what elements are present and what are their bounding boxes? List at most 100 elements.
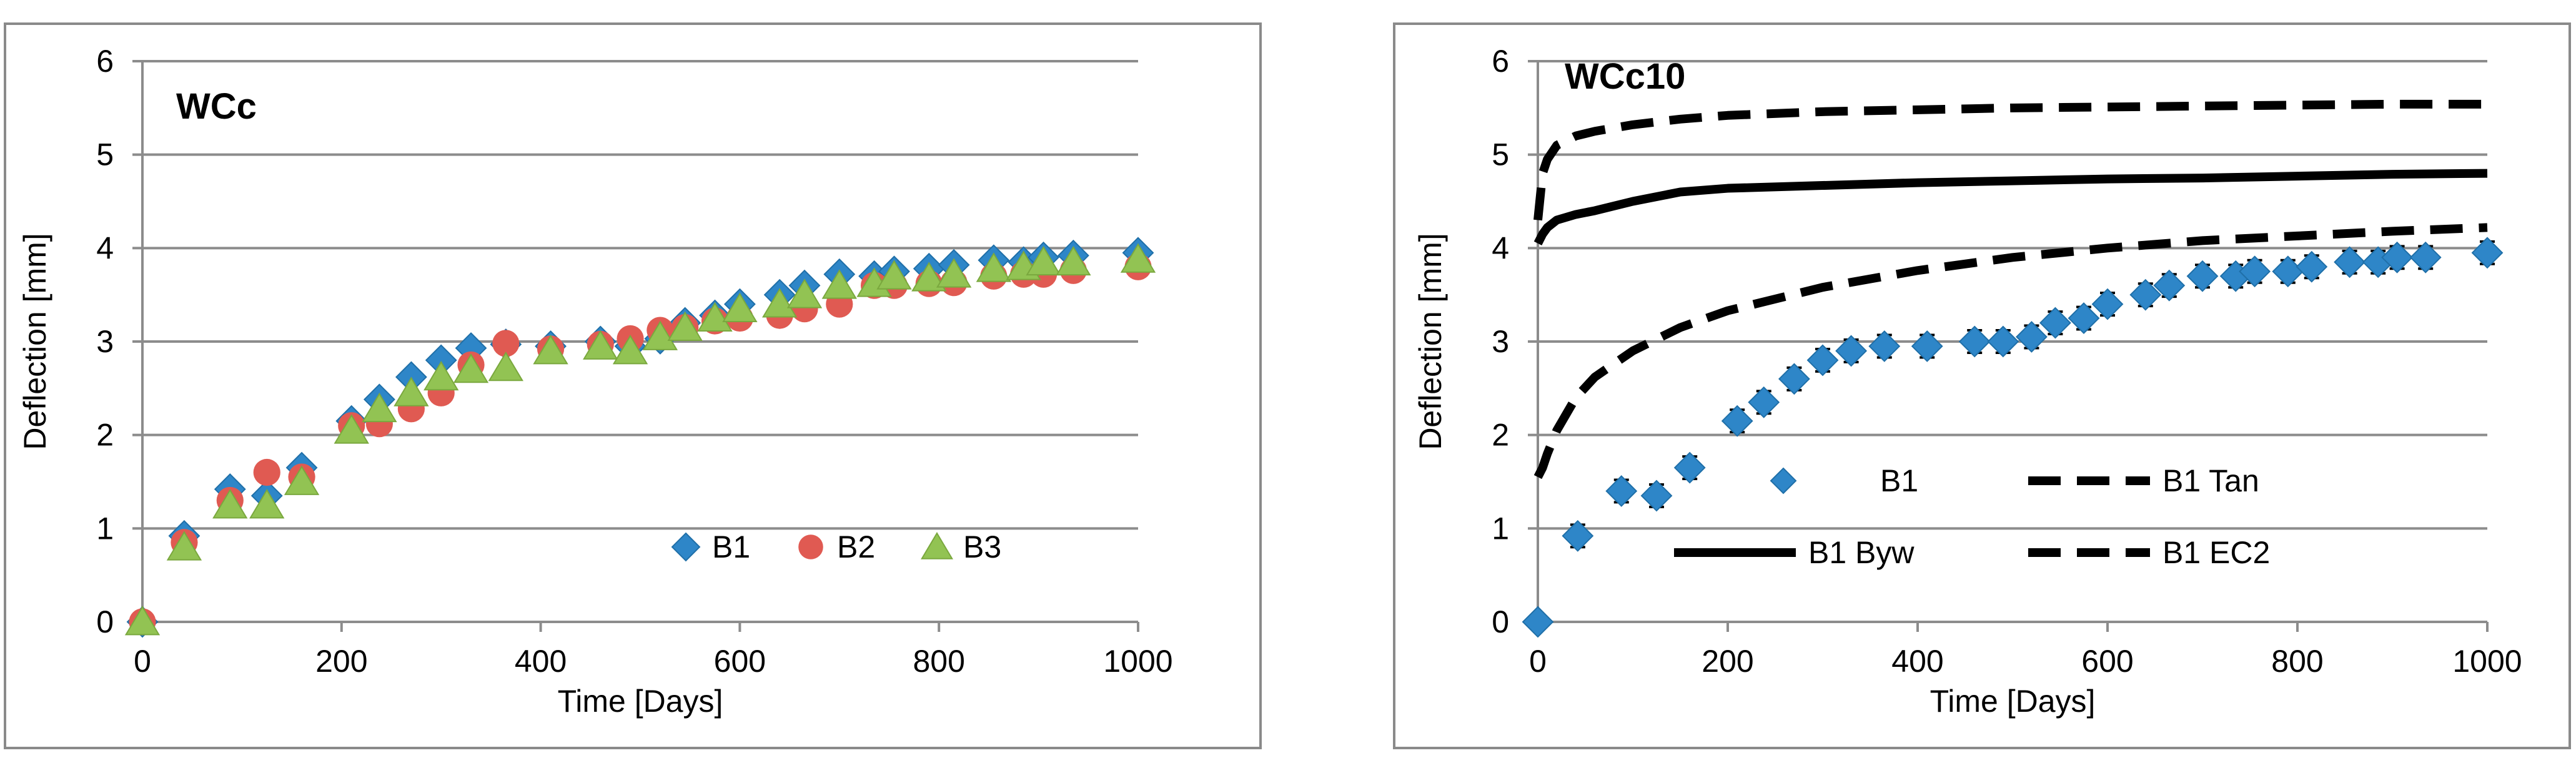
y-axis-label: Deflection [mm] [1413,233,1448,450]
data-point-b3 [786,278,823,308]
x-tick-label: 800 [2271,644,2323,679]
x-tick-label: 0 [134,644,151,679]
x-axis-label: Time [Days] [1930,684,2096,719]
data-point-b3 [1120,243,1156,273]
right-chart-frame [1393,22,2571,749]
data-point-b1 [1673,451,1706,484]
legend-label-b1: B1 [712,529,750,564]
x-tick-label: 400 [1891,644,1943,679]
data-point-b3 [1026,245,1061,276]
legend-label-b1-tan: B1 Tan [2162,463,2259,498]
data-point-b3 [697,302,733,332]
y-tick-label: 2 [96,418,114,453]
x-tick-label: 200 [315,644,367,679]
data-point-b1 [1835,335,1868,367]
data-point-b1 [2015,321,2048,353]
data-point-b1 [1640,480,1673,512]
data-point-b1 [2068,302,2100,334]
data-point-b1 [2296,250,2328,283]
data-point-b2 [253,458,280,486]
data-point-b1 [1987,325,2019,358]
legend-label-b1-ec2: B1 EC2 [2162,535,2270,570]
series-line-b1-ec2 [1533,223,2488,480]
data-point-b3 [533,335,568,365]
data-point-b3 [1056,245,1091,276]
legend-marker-b1 [671,532,701,562]
legend-marker-b3 [921,532,953,559]
data-point-b1 [2471,237,2504,269]
y-tick-label: 2 [1492,418,1509,453]
legend-label-b1: B1 [1880,463,1918,498]
data-point-b3 [284,465,320,495]
data-point-b1 [2409,241,2442,273]
x-tick-label: 0 [1529,644,1547,679]
data-point-b3 [642,320,678,350]
data-point-b3 [212,488,248,519]
data-point-b2 [492,330,520,357]
data-point-b1 [2239,255,2271,288]
x-tick-label: 200 [1702,644,1753,679]
legend-label-b1-byw: B1 Byw [1808,535,1915,570]
data-point-b1 [2153,269,2186,302]
chart-wcc10: 0 1 2 3 4 5 6 0 200 400 600 800 1000 Time [Days] Defle… [1413,44,2522,719]
data-point-b3 [362,392,397,423]
data-point-b3 [821,269,857,299]
y-tick-label: 3 [1492,324,1509,359]
data-point-b1 [1605,475,1638,507]
data-point-b3 [762,288,798,318]
x-axis-label: Time [Days] [558,684,723,719]
x-tick-label: 600 [2081,644,2133,679]
data-point-b3 [876,260,912,290]
chart-title: WCc10 [1565,56,1685,97]
data-point-b1 [1958,325,1991,358]
y-tick-label: 1 [96,511,114,546]
chart-wcc: 0 1 2 3 4 5 6 0 200 400 600 800 1000 Time [Days] Defle… [17,44,1173,719]
legend-marker-b2 [798,534,823,559]
data-point-b3 [424,360,459,391]
data-point-b1 [1806,344,1839,377]
y-tick-label: 1 [1492,511,1509,546]
data-point-b1 [2091,288,2124,320]
y-tick-label: 0 [96,604,114,639]
y-tick-label: 0 [1492,604,1509,639]
legend-label-b2: B2 [837,529,875,564]
y-tick-label: 4 [1492,230,1509,265]
data-point-b1 [2381,241,2414,273]
legend-label-b3: B3 [963,529,1001,564]
y-tick-label: 6 [96,44,114,79]
y-tick-label: 6 [1492,44,1509,79]
data-point-b3 [394,377,429,406]
data-point-b1 [1522,606,1554,638]
x-tick-label: 1000 [2452,644,2522,679]
data-point-b1 [1748,386,1780,418]
y-tick-label: 3 [96,324,114,359]
data-point-b1 [2039,307,2071,339]
data-point-b3 [124,606,161,636]
data-point-b1 [1868,330,1901,362]
y-tick-label: 4 [96,230,114,265]
data-point-b3 [911,262,947,292]
data-point-b3 [667,311,703,341]
left-chart-frame [4,22,1262,749]
data-point-b3 [453,353,489,383]
legend-marker-b1 [1770,467,1797,495]
data-point-b3 [249,488,285,519]
data-point-b3 [488,351,523,381]
data-point-b1 [1721,405,1753,437]
data-point-b3 [936,258,972,288]
x-tick-label: 400 [515,644,567,679]
x-tick-label: 600 [714,644,766,679]
data-point-b1 [1778,363,1810,395]
y-axis-label: Deflection [mm] [17,233,52,450]
data-point-b3 [166,531,202,561]
data-point-b1 [2186,260,2219,292]
data-point-b1 [1562,519,1594,552]
x-tick-label: 800 [913,644,964,679]
series-line-b1-byw [1533,169,2488,246]
chart-title: WCc [176,86,257,127]
data-point-b1 [1911,330,1943,362]
data-point-b3 [334,414,369,444]
data-point-b3 [612,335,648,365]
y-tick-label: 5 [1492,137,1509,172]
